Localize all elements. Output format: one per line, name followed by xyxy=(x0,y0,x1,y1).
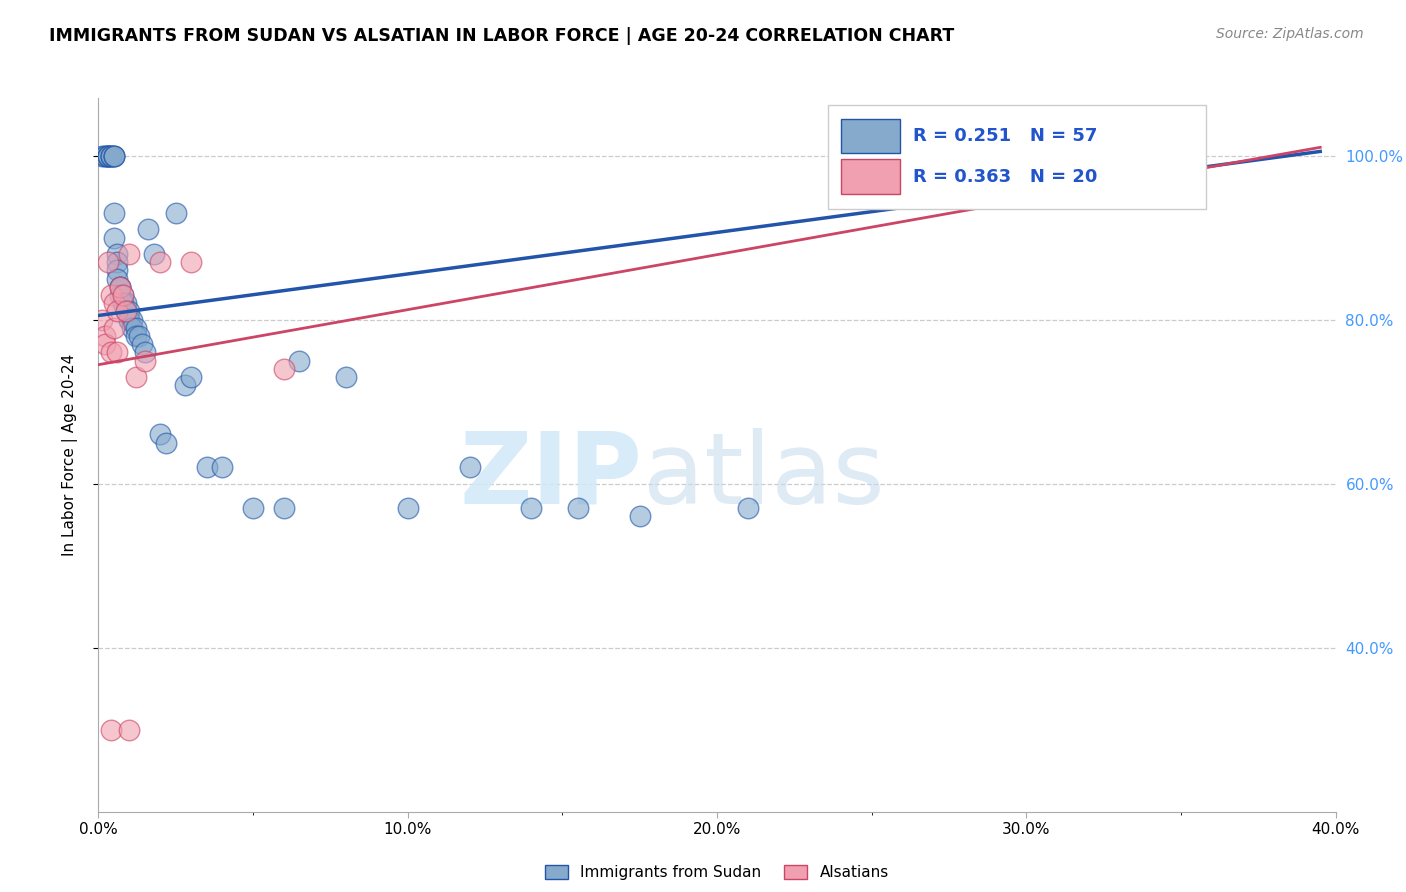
Point xyxy=(118,723,141,737)
Text: atlas: atlas xyxy=(643,428,884,524)
Point xyxy=(100,148,122,162)
Point xyxy=(103,148,125,162)
FancyBboxPatch shape xyxy=(841,119,900,153)
Point xyxy=(121,320,143,334)
Point xyxy=(180,370,202,384)
Point xyxy=(105,304,128,318)
Point xyxy=(118,312,141,326)
Point xyxy=(90,312,112,326)
Point xyxy=(108,279,131,293)
Point xyxy=(118,312,141,326)
Point xyxy=(155,435,177,450)
Point xyxy=(211,460,233,475)
Point xyxy=(128,329,150,343)
Point xyxy=(131,337,153,351)
Point xyxy=(105,271,128,285)
Point xyxy=(90,148,112,162)
Point xyxy=(103,230,125,244)
Point xyxy=(134,353,156,368)
Text: Source: ZipAtlas.com: Source: ZipAtlas.com xyxy=(1216,27,1364,41)
Point xyxy=(93,148,115,162)
Point xyxy=(149,255,172,269)
Point xyxy=(105,263,128,277)
Point xyxy=(115,296,138,310)
Point xyxy=(520,501,543,516)
Point xyxy=(112,296,135,310)
Point xyxy=(93,337,115,351)
Point xyxy=(115,304,138,318)
Text: ZIP: ZIP xyxy=(460,428,643,524)
Point xyxy=(180,255,202,269)
Text: R = 0.363   N = 20: R = 0.363 N = 20 xyxy=(912,168,1097,186)
Point xyxy=(100,345,122,359)
Point xyxy=(105,255,128,269)
Point xyxy=(458,460,481,475)
Point xyxy=(103,206,125,220)
Point xyxy=(242,501,264,516)
Point xyxy=(121,312,143,326)
Point xyxy=(97,148,120,162)
Point xyxy=(124,320,146,334)
FancyBboxPatch shape xyxy=(828,105,1206,209)
Point xyxy=(103,320,125,334)
Point xyxy=(195,460,218,475)
Point xyxy=(115,304,138,318)
Point xyxy=(105,247,128,261)
Point xyxy=(115,304,138,318)
Point xyxy=(174,378,197,392)
Point xyxy=(118,304,141,318)
Point xyxy=(273,501,295,516)
Point xyxy=(108,279,131,293)
Point xyxy=(100,288,122,302)
Point xyxy=(103,148,125,162)
Point xyxy=(97,148,120,162)
Point xyxy=(124,329,146,343)
Point xyxy=(112,288,135,302)
Point xyxy=(737,501,759,516)
Legend: Immigrants from Sudan, Alsatians: Immigrants from Sudan, Alsatians xyxy=(538,859,896,886)
Point xyxy=(97,148,120,162)
Point xyxy=(118,247,141,261)
Point xyxy=(93,329,115,343)
Point xyxy=(1046,148,1069,162)
Point xyxy=(136,222,159,236)
Point xyxy=(628,509,651,524)
Point xyxy=(100,148,122,162)
Point xyxy=(165,206,187,220)
Point xyxy=(100,148,122,162)
Point xyxy=(103,296,125,310)
Point xyxy=(108,279,131,293)
Point xyxy=(100,723,122,737)
Point xyxy=(108,288,131,302)
Point xyxy=(396,501,419,516)
Point xyxy=(335,370,357,384)
Point xyxy=(124,370,146,384)
Point xyxy=(149,427,172,442)
Point xyxy=(134,345,156,359)
Point xyxy=(288,353,311,368)
Text: R = 0.251   N = 57: R = 0.251 N = 57 xyxy=(912,127,1097,145)
Text: IMMIGRANTS FROM SUDAN VS ALSATIAN IN LABOR FORCE | AGE 20-24 CORRELATION CHART: IMMIGRANTS FROM SUDAN VS ALSATIAN IN LAB… xyxy=(49,27,955,45)
Point xyxy=(567,501,589,516)
Point xyxy=(97,148,120,162)
Point xyxy=(93,148,115,162)
Point xyxy=(273,361,295,376)
Point xyxy=(97,255,120,269)
Point xyxy=(143,247,166,261)
Y-axis label: In Labor Force | Age 20-24: In Labor Force | Age 20-24 xyxy=(62,354,77,556)
Point xyxy=(105,345,128,359)
Point xyxy=(103,148,125,162)
FancyBboxPatch shape xyxy=(841,160,900,194)
Point xyxy=(112,288,135,302)
Point xyxy=(112,296,135,310)
